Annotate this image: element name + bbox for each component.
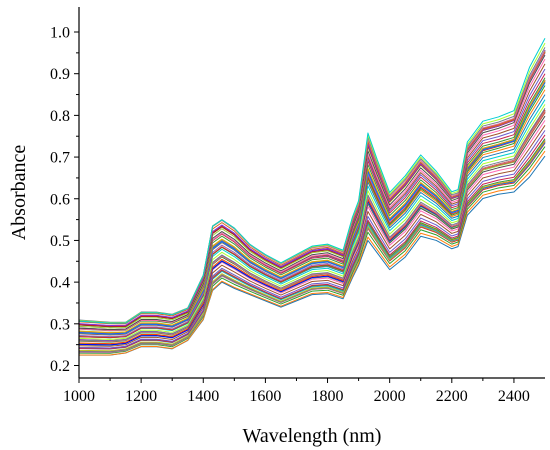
spectrum-line-29 bbox=[78, 104, 546, 340]
x-tick-label: 2400 bbox=[498, 388, 530, 405]
spectrum-line-17 bbox=[78, 120, 546, 346]
y-tick-label: 1.0 bbox=[50, 25, 70, 42]
y-tick-label: 0.9 bbox=[50, 66, 70, 83]
spectrum-line-60 bbox=[78, 38, 546, 324]
x-tick-label: 1200 bbox=[125, 388, 157, 405]
spectrum-line-2 bbox=[78, 150, 546, 356]
spectrum-line-41 bbox=[78, 82, 546, 335]
spectrum-line-25 bbox=[78, 112, 546, 342]
y-tick-label: 0.5 bbox=[50, 233, 70, 250]
axis-layer bbox=[74, 7, 545, 383]
spectrum-line-14 bbox=[78, 134, 546, 350]
spectrum-line-32 bbox=[78, 89, 546, 338]
x-tick-label: 1600 bbox=[249, 388, 281, 405]
spectrum-line-51 bbox=[78, 49, 546, 327]
spectrum-line-45 bbox=[78, 68, 546, 331]
y-tick-label: 0.7 bbox=[50, 150, 70, 167]
spectrum-line-52 bbox=[78, 50, 546, 327]
x-axis-title: Wavelength (nm) bbox=[243, 425, 382, 447]
y-tick-label: 0.6 bbox=[50, 191, 70, 208]
spectrum-line-28 bbox=[78, 107, 546, 342]
spectrum-line-3 bbox=[78, 146, 546, 354]
spectrum-line-26 bbox=[78, 112, 546, 342]
series-layer bbox=[78, 38, 546, 356]
spectrum-line-30 bbox=[78, 99, 546, 339]
spectrum-line-35 bbox=[78, 80, 546, 338]
spectrum-line-56 bbox=[78, 51, 546, 325]
x-tick-label: 1000 bbox=[63, 388, 95, 405]
spectrum-line-39 bbox=[78, 81, 546, 335]
spectrum-line-34 bbox=[78, 82, 546, 339]
y-axis-title: Absorbance bbox=[8, 145, 30, 241]
x-tick-label: 1400 bbox=[187, 388, 219, 405]
label-layer: 1000 1200 1400 1600 1800 2000 2200 2400 0.2 0.3 0.… bbox=[8, 25, 530, 447]
spectrum-line-33 bbox=[78, 85, 546, 339]
y-tick-label: 0.2 bbox=[50, 358, 70, 375]
y-tick-label: 0.8 bbox=[50, 108, 70, 125]
spectrum-line-40 bbox=[78, 82, 546, 335]
spectrum-line-16 bbox=[78, 125, 546, 347]
x-tick-label: 1800 bbox=[312, 388, 344, 405]
spectrum-line-55 bbox=[78, 52, 546, 326]
x-tick-label: 2200 bbox=[436, 388, 468, 405]
x-tick-label: 2000 bbox=[374, 388, 406, 405]
y-tick-label: 0.3 bbox=[50, 316, 70, 333]
y-tick-label: 0.4 bbox=[50, 275, 70, 292]
spectrum-line-24 bbox=[78, 111, 546, 342]
spectrum-line-15 bbox=[78, 130, 546, 349]
